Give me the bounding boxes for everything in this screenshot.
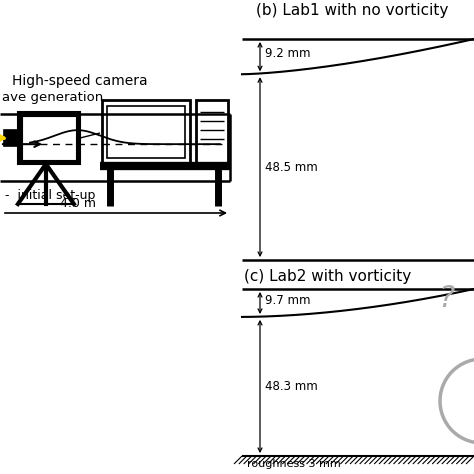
Text: High-speed camera: High-speed camera (12, 74, 147, 88)
Text: 48.5 mm: 48.5 mm (265, 161, 318, 173)
Text: 9.7 mm: 9.7 mm (265, 294, 310, 308)
Text: ?: ? (438, 284, 454, 313)
Text: (b) Lab1 with no vorticity: (b) Lab1 with no vorticity (256, 3, 448, 18)
Text: (c) Lab2 with vorticity: (c) Lab2 with vorticity (244, 269, 411, 284)
Text: 48.3 mm: 48.3 mm (265, 380, 318, 393)
Text: 4.0 m: 4.0 m (60, 197, 96, 210)
Bar (102, 100, 190, 166)
Bar (4, 130, 20, 146)
Text: roughness 3 mm: roughness 3 mm (247, 459, 341, 469)
Bar (18, 112, 80, 164)
Text: ave generation: ave generation (2, 91, 103, 104)
Text: -  initial set-up: - initial set-up (5, 189, 95, 202)
Bar (196, 100, 228, 166)
Bar (107, 106, 185, 158)
Text: 9.2 mm: 9.2 mm (265, 47, 310, 60)
Bar (22, 116, 76, 160)
